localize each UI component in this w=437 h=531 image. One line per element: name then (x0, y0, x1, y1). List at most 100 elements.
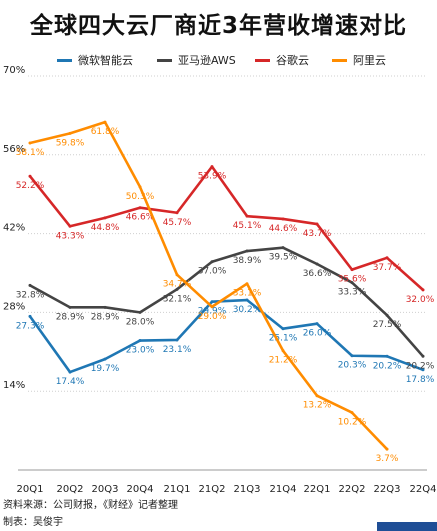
data-label: 45.1% (233, 221, 262, 231)
data-label: 44.6% (269, 224, 298, 234)
data-point (315, 322, 319, 326)
data-point (210, 305, 214, 309)
data-point (245, 214, 249, 218)
data-label: 23.1% (163, 345, 192, 355)
x-tick-label: 20Q3 (92, 484, 119, 495)
data-label: 39.5% (269, 253, 298, 263)
data-label: 3.7% (376, 454, 399, 464)
data-point (28, 141, 32, 145)
data-point (210, 165, 214, 169)
x-tick-label: 22Q2 (339, 484, 366, 495)
data-label: 21.2% (269, 356, 298, 366)
x-tick-label: 20Q2 (57, 484, 84, 495)
data-point (245, 298, 249, 302)
data-label: 50.3% (126, 192, 155, 202)
data-label: 20.2% (373, 361, 402, 371)
legend-label: 微软智能云 (78, 54, 133, 67)
data-point (245, 282, 249, 286)
legend-label: 阿里云 (353, 54, 386, 67)
data-label: 45.7% (163, 218, 192, 228)
legend: 微软智能云 亚马逊AWS 谷歌云 阿里云 (0, 50, 437, 70)
x-tick-label: 22Q4 (410, 484, 437, 495)
legend-label: 谷歌云 (276, 54, 309, 67)
data-point (103, 305, 107, 309)
data-point (350, 411, 354, 415)
data-point (138, 206, 142, 210)
y-tick-label: 14% (3, 380, 25, 391)
data-label: 53.9% (198, 172, 227, 182)
data-label: 29.9% (198, 307, 227, 317)
author-note: 制表：吴俊宇 (3, 517, 63, 528)
x-tick-label: 22Q1 (304, 484, 331, 495)
data-label: 46.6% (126, 213, 155, 223)
data-point (138, 185, 142, 189)
series-line (28, 298, 425, 374)
data-label: 38.9% (233, 256, 262, 266)
legend-swatch (255, 58, 270, 62)
chart-title: 全球四大云厂商近3年营收增速对比 (29, 13, 407, 39)
data-label: 43.3% (56, 231, 85, 241)
data-point (28, 283, 32, 287)
data-point (281, 246, 285, 250)
legend-item-alibaba-cloud: 阿里云 (332, 50, 386, 70)
legend-swatch (57, 58, 72, 62)
x-tick-label: 21Q4 (270, 484, 297, 495)
legend-label: 亚马逊AWS (178, 54, 236, 67)
data-label: 37.0% (198, 267, 227, 277)
data-label: 25.1% (269, 334, 298, 344)
y-tick-label: 28% (3, 301, 25, 312)
data-point (385, 313, 389, 317)
data-label: 19.7% (91, 364, 120, 374)
data-point (103, 357, 107, 361)
x-tick-label: 21Q2 (199, 484, 226, 495)
data-point (245, 249, 249, 253)
data-point (68, 305, 72, 309)
data-point (315, 222, 319, 226)
series-line (28, 165, 425, 292)
data-label: 32.0% (406, 295, 435, 305)
footer-accent-bar (377, 522, 437, 531)
data-point (385, 354, 389, 358)
data-label: 23.0% (126, 346, 155, 356)
data-label: 32.8% (16, 290, 45, 300)
data-point (385, 256, 389, 260)
data-point (315, 262, 319, 266)
legend-item-azure: 微软智能云 (57, 50, 133, 70)
data-point (68, 131, 72, 135)
data-label: 17.8% (406, 375, 435, 385)
data-point (175, 287, 179, 291)
data-label: 37.7% (373, 263, 402, 273)
x-tick-label: 20Q4 (127, 484, 154, 495)
data-point (28, 174, 32, 178)
data-point (68, 370, 72, 374)
data-label: 13.2% (303, 401, 332, 411)
data-label: 59.8% (56, 138, 85, 148)
data-label: 29.0% (198, 312, 227, 322)
legend-swatch (332, 58, 347, 62)
x-tick-label: 21Q1 (164, 484, 191, 495)
data-point (350, 354, 354, 358)
y-tick-label: 70% (3, 65, 25, 76)
x-tick-label: 21Q3 (234, 484, 261, 495)
data-point (421, 354, 425, 358)
data-point (281, 327, 285, 331)
data-point (210, 300, 214, 304)
data-label: 10.2% (338, 418, 367, 428)
data-point (175, 273, 179, 277)
data-label: 20.3% (338, 361, 367, 371)
data-label: 20.2% (406, 361, 435, 371)
data-label: 33.1% (233, 289, 262, 299)
data-label: 43.7% (303, 229, 332, 239)
data-label: 34.7% (163, 280, 192, 290)
data-label: 52.2% (16, 181, 45, 191)
data-point (103, 216, 107, 220)
source-note: 资料来源：公司财报，《财经》记者整理 (3, 500, 178, 511)
y-tick-label: 56% (3, 144, 25, 155)
legend-swatch (157, 58, 172, 62)
data-point (421, 288, 425, 292)
data-point (315, 394, 319, 398)
data-point (28, 314, 32, 318)
data-label: 44.8% (91, 223, 120, 233)
data-label: 36.6% (303, 269, 332, 279)
